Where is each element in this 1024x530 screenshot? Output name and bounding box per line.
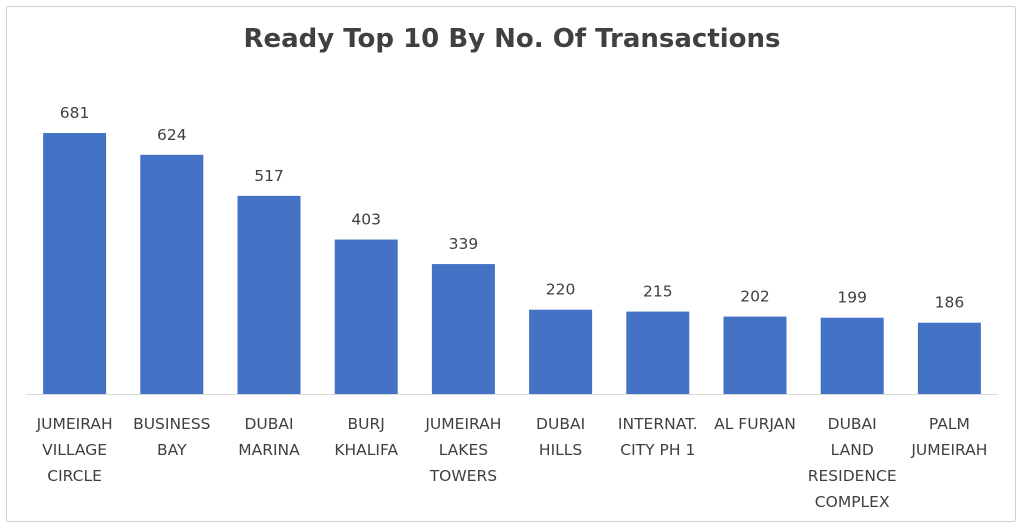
category-label-line: JUMEIRAH <box>424 415 501 433</box>
data-label: 681 <box>60 104 90 122</box>
category-label-line: RESIDENCE <box>808 467 897 485</box>
bar <box>529 309 593 394</box>
category-label: JUMEIRAH VILLAGE CIRCLE <box>36 415 113 485</box>
category-label-line: CITY PH 1 <box>620 441 695 459</box>
data-label: 199 <box>837 289 867 307</box>
category-label: JUMEIRAH LAKES TOWERS <box>424 415 501 485</box>
bar <box>723 316 787 394</box>
category-label-line: LAKES <box>439 441 488 459</box>
category-label-line: COMPLEX <box>815 493 890 511</box>
data-label: 517 <box>254 167 284 185</box>
category-label-line: KHALIFA <box>334 441 398 459</box>
category-label: INTERNAT. CITY PH 1 <box>618 415 698 459</box>
data-label: 624 <box>157 126 187 144</box>
category-label: PALM JUMEIRAH <box>910 415 987 459</box>
category-label-line: PALM <box>929 415 970 433</box>
data-label: 186 <box>935 294 965 312</box>
category-label-line: LAND <box>831 441 874 459</box>
category-label-line: JUMEIRAH <box>910 441 987 459</box>
data-label: 215 <box>643 283 673 301</box>
category-label-line: CIRCLE <box>47 467 102 485</box>
data-label: 339 <box>449 235 479 253</box>
category-label-line: INTERNAT. <box>618 415 698 433</box>
bar <box>820 317 884 394</box>
bar <box>917 322 981 394</box>
category-label-line: BURJ <box>348 415 385 433</box>
category-label: DUBAI LAND RESIDENCE COMPLEX <box>808 415 897 511</box>
category-label: BURJ KHALIFA <box>334 415 398 459</box>
bar <box>140 154 204 394</box>
data-label: 403 <box>351 211 381 229</box>
bar <box>431 264 495 394</box>
bar <box>334 239 398 394</box>
category-label-line: DUBAI <box>828 415 877 433</box>
bar <box>626 311 690 394</box>
category-label-line: BAY <box>157 441 187 459</box>
category-label: DUBAI MARINA <box>238 415 300 459</box>
bar <box>43 133 107 394</box>
category-label-line: TOWERS <box>429 467 497 485</box>
category-label: BUSINESS BAY <box>133 415 210 459</box>
category-label-line: MARINA <box>238 441 300 459</box>
bar <box>237 195 301 394</box>
category-label-line: HILLS <box>539 441 582 459</box>
category-label-line: JUMEIRAH <box>36 415 113 433</box>
data-label: 220 <box>546 281 576 299</box>
category-label-line: DUBAI <box>536 415 585 433</box>
category-label: DUBAI HILLS <box>536 415 585 459</box>
category-label-line: VILLAGE <box>42 441 107 459</box>
category-label-line: BUSINESS <box>133 415 210 433</box>
category-label-line: AL FURJAN <box>714 415 796 433</box>
data-label: 202 <box>740 288 770 306</box>
category-label-line: DUBAI <box>244 415 293 433</box>
category-label: AL FURJAN <box>714 415 796 433</box>
chart-title: Ready Top 10 By No. Of Transactions <box>243 24 781 54</box>
